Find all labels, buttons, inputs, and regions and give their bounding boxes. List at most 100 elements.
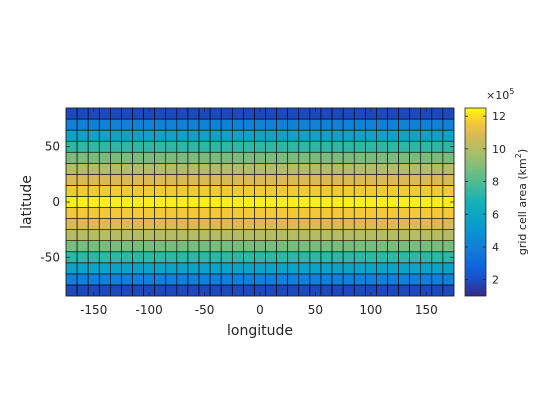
heatmap-cell [143, 185, 155, 197]
heatmap-cell [176, 207, 189, 219]
heatmap-cell [143, 140, 155, 153]
colorbar-tick-label: 12 [492, 110, 506, 123]
heatmap-cell [287, 196, 300, 208]
heatmap-cell [387, 162, 399, 175]
heatmap-cell [198, 174, 211, 186]
colorbar [464, 107, 487, 297]
heatmap-cell [265, 107, 277, 120]
heatmap-cell [154, 273, 167, 286]
heatmap-cell [420, 196, 433, 208]
heatmap-cell [376, 262, 388, 275]
heatmap-cell [110, 107, 122, 120]
heatmap-cell [320, 196, 333, 208]
heatmap-cell [198, 185, 211, 197]
heatmap-cell [209, 229, 222, 242]
heatmap-cell [143, 240, 155, 253]
heatmap-cell [209, 129, 222, 142]
heatmap-cell [220, 251, 233, 264]
heatmap-cell [320, 251, 333, 264]
heatmap-cell [198, 140, 211, 153]
heatmap-cell [121, 240, 133, 253]
heatmap-cell [320, 218, 333, 230]
heatmap-cell [387, 140, 399, 153]
heatmap-cell [387, 118, 399, 131]
heatmap-cell [65, 162, 78, 175]
heatmap-cell [353, 207, 366, 219]
heatmap-cell [287, 140, 300, 153]
heatmap-cell [209, 218, 222, 230]
heatmap-cell [121, 262, 133, 275]
heatmap-cell [220, 162, 233, 175]
heatmap-cell [76, 284, 89, 297]
heatmap-cell [365, 185, 377, 197]
heatmap-cell [98, 118, 111, 131]
heatmap-cell [309, 240, 322, 253]
heatmap-cell [276, 185, 289, 197]
heatmap-cell [110, 129, 122, 142]
heatmap-cell [320, 107, 333, 120]
heatmap-cell [409, 174, 422, 186]
heatmap-cell [320, 140, 333, 153]
heatmap-cell [265, 284, 277, 297]
heatmap-cell [398, 207, 410, 219]
heatmap-cell [76, 185, 89, 197]
heatmap-cell [132, 107, 144, 120]
heatmap-cell [231, 251, 244, 264]
heatmap-cell [87, 162, 100, 175]
heatmap-cell [420, 162, 433, 175]
heatmap-cell [98, 174, 111, 186]
heatmap-cell [276, 229, 289, 242]
heatmap-cell [353, 284, 366, 297]
heatmap-cell [165, 262, 178, 275]
heatmap-cell [265, 174, 277, 186]
heatmap-cell [331, 273, 344, 286]
heatmap-cell [154, 207, 167, 219]
heatmap-cell [342, 129, 355, 142]
heatmap-cell [376, 185, 388, 197]
heatmap-cell [143, 162, 155, 175]
heatmap-cell [176, 262, 189, 275]
heatmap-cell [243, 196, 255, 208]
heatmap-cell [165, 118, 178, 131]
heatmap-cell [442, 174, 455, 186]
heatmap-cell [187, 240, 200, 253]
heatmap-cell [220, 107, 233, 120]
heatmap-cell [121, 107, 133, 120]
heatmap-cell [409, 162, 422, 175]
heatmap-cell [132, 151, 144, 164]
y-tick-label: -50 [40, 250, 60, 264]
heatmap-cell [398, 162, 410, 175]
heatmap-cell [331, 218, 344, 230]
heatmap-cell [132, 174, 144, 186]
heatmap-cell [353, 218, 366, 230]
heatmap-cell [254, 273, 266, 286]
heatmap-cell [176, 218, 189, 230]
heatmap-cell [365, 129, 377, 142]
heatmap-cell [431, 140, 444, 153]
heatmap-cell [287, 273, 300, 286]
heatmap-cell [442, 185, 455, 197]
heatmap-cell [331, 174, 344, 186]
heatmap-cell [387, 284, 399, 297]
heatmap-cell [353, 251, 366, 264]
heatmap-cell [76, 118, 89, 131]
heatmap-cell [121, 129, 133, 142]
heatmap-cell [220, 151, 233, 164]
heatmap-cell [287, 229, 300, 242]
heatmap-cell [431, 185, 444, 197]
heatmap-cell [387, 174, 399, 186]
heatmap-cell [309, 185, 322, 197]
heatmap-cell [132, 118, 144, 131]
heatmap-cell [331, 162, 344, 175]
colorbar-tick-label: 10 [492, 143, 506, 156]
heatmap-cell [320, 129, 333, 142]
heatmap-cell [298, 118, 311, 131]
heatmap-cell [320, 229, 333, 242]
heatmap-cell [176, 240, 189, 253]
heatmap-cell [420, 240, 433, 253]
heatmap-cell [276, 240, 289, 253]
heatmap-cell [65, 218, 78, 230]
heatmap-cell [376, 151, 388, 164]
colorbar-tick-label: 4 [492, 241, 499, 254]
heatmap-cell [154, 196, 167, 208]
